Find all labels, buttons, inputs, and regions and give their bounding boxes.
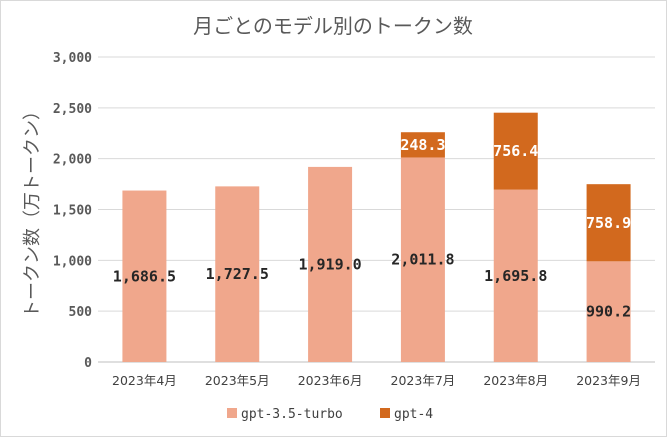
y-tick-label: 500 [69, 305, 93, 320]
y-tick-label: 0 [84, 356, 92, 371]
legend-label: gpt-3.5-turbo [241, 407, 343, 422]
data-label: 758.9 [586, 214, 631, 232]
y-tick-label: 1,000 [53, 254, 92, 269]
bar-segment-gpt-3-5-turbo [122, 190, 167, 362]
data-label: 756.4 [493, 142, 538, 160]
bar-segment-gpt-4 [493, 112, 538, 190]
bar-segment-gpt-3-5-turbo [493, 189, 538, 362]
data-label: 1,919.0 [298, 255, 361, 273]
y-tick-label: 2,500 [53, 102, 92, 117]
x-tick-label: 2023年4月 [112, 373, 177, 388]
bar-segment-gpt-4 [586, 184, 631, 262]
y-axis-label: トークン数（万トークン） [22, 102, 43, 318]
y-tick-label: 3,000 [53, 51, 92, 66]
y-tick-label: 2,000 [53, 153, 92, 168]
legend-swatch [227, 408, 237, 418]
bar-segment-gpt-3-5-turbo [308, 166, 353, 362]
data-label: 990.2 [586, 303, 631, 321]
bar-segment-gpt-4 [400, 132, 445, 158]
chart-title: 月ごとのモデル別のトークン数 [193, 14, 473, 38]
bars: 1,686.5 1,727.5 1,919.0 2,011.8 248.3 1,695.8… [113, 112, 631, 362]
data-label: 1,727.5 [206, 265, 269, 283]
data-label: 1,686.5 [113, 267, 176, 285]
y-axis-ticks: 0 500 1,000 1,500 2,000 2,500 3,000 [53, 51, 92, 371]
data-label: 248.3 [400, 136, 445, 154]
x-tick-label: 2023年9月 [576, 373, 641, 388]
legend: gpt-3.5-turbo gpt-4 [227, 407, 433, 422]
data-label: 1,695.8 [484, 267, 547, 285]
x-tick-label: 2023年7月 [391, 373, 456, 388]
gridlines [98, 56, 655, 363]
legend-label: gpt-4 [394, 407, 433, 422]
x-axis-ticks: 2023年4月 2023年5月 2023年6月 2023年7月 2023年8月 2023年… [112, 373, 641, 388]
data-label: 2,011.8 [391, 251, 454, 269]
y-tick-label: 1,500 [53, 204, 92, 219]
bar-segment-gpt-3-5-turbo [400, 157, 445, 362]
bar-segment-gpt-3-5-turbo [215, 186, 260, 362]
legend-swatch [380, 408, 390, 418]
bar-segment-gpt-3-5-turbo [586, 261, 631, 362]
x-tick-label: 2023年5月 [205, 373, 270, 388]
x-tick-label: 2023年8月 [483, 373, 548, 388]
x-tick-label: 2023年6月 [298, 373, 363, 388]
